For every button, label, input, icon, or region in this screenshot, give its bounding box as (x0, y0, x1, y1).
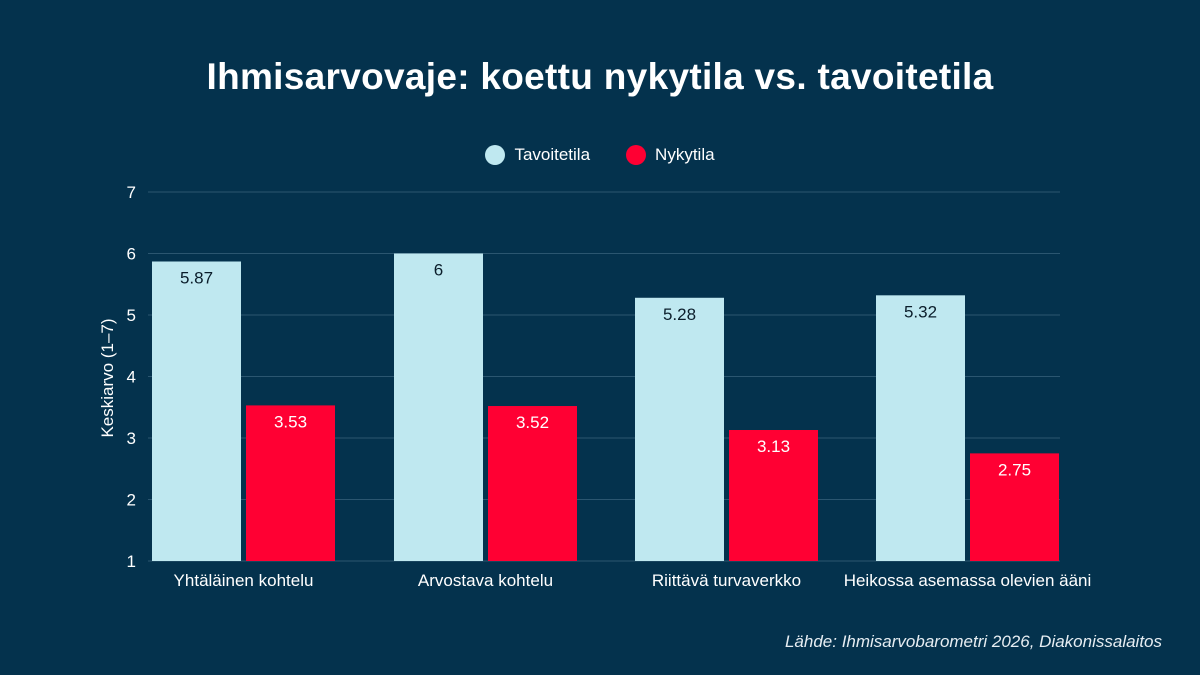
data-label: 3.53 (274, 412, 307, 431)
chart-title: Ihmisarvovaje: koettu nykytila vs. tavoi… (206, 56, 994, 97)
data-label: 6 (434, 261, 443, 280)
x-tick-label: Arvostava kohtelu (418, 571, 553, 590)
bar-nykytila (970, 453, 1059, 561)
legend: Tavoitetila Nykytila (0, 145, 1200, 165)
data-label: 3.13 (757, 437, 790, 456)
data-label: 2.75 (998, 460, 1031, 479)
legend-label-tavoitetila: Tavoitetila (514, 145, 591, 164)
legend-item-nykytila: Nykytila (626, 145, 715, 165)
x-tick-label: Yhtäläinen kohtelu (174, 571, 314, 590)
legend-item-tavoitetila: Tavoitetila (485, 145, 590, 165)
source-note: Lähde: Ihmisarvobarometri 2026, Diakonis… (784, 632, 1162, 651)
bars (152, 253, 1059, 561)
bar-tavoitetila (635, 297, 724, 561)
data-label: 5.28 (663, 305, 696, 324)
bar-nykytila (246, 405, 335, 561)
bar-tavoitetila (394, 253, 483, 561)
y-tick-label: 7 (127, 183, 136, 202)
x-tick-label: Heikossa asemassa olevien ääni (844, 571, 1092, 590)
x-axis-ticks: Yhtäläinen kohtelu Arvostava kohtelu Riitt… (174, 571, 1092, 590)
y-tick-label: 2 (127, 491, 136, 510)
data-labels: 5.87 3.53 6 3.52 5.28 3.13 5.32 2.75 (180, 261, 1031, 480)
data-label: 5.32 (904, 302, 937, 321)
y-tick-label: 5 (127, 306, 136, 325)
data-label: 3.52 (516, 413, 549, 432)
y-tick-label: 4 (127, 368, 136, 387)
bar-nykytila (729, 430, 818, 561)
data-label: 5.87 (180, 268, 213, 287)
y-axis-label: Keskiarvo (1–7) (98, 318, 117, 437)
legend-marker-tavoitetila (485, 145, 506, 165)
y-tick-label: 3 (127, 429, 136, 448)
y-axis-ticks: 1 2 3 4 5 6 7 (127, 183, 136, 571)
x-tick-label: Riittävä turvaverkko (652, 571, 801, 590)
y-tick-label: 1 (127, 552, 136, 571)
bar-tavoitetila (876, 295, 965, 561)
legend-marker-nykytila (626, 145, 647, 165)
bar-tavoitetila (152, 261, 241, 561)
legend-label-nykytila: Nykytila (655, 145, 715, 164)
bar-nykytila (488, 406, 577, 561)
y-tick-label: 6 (127, 245, 136, 264)
